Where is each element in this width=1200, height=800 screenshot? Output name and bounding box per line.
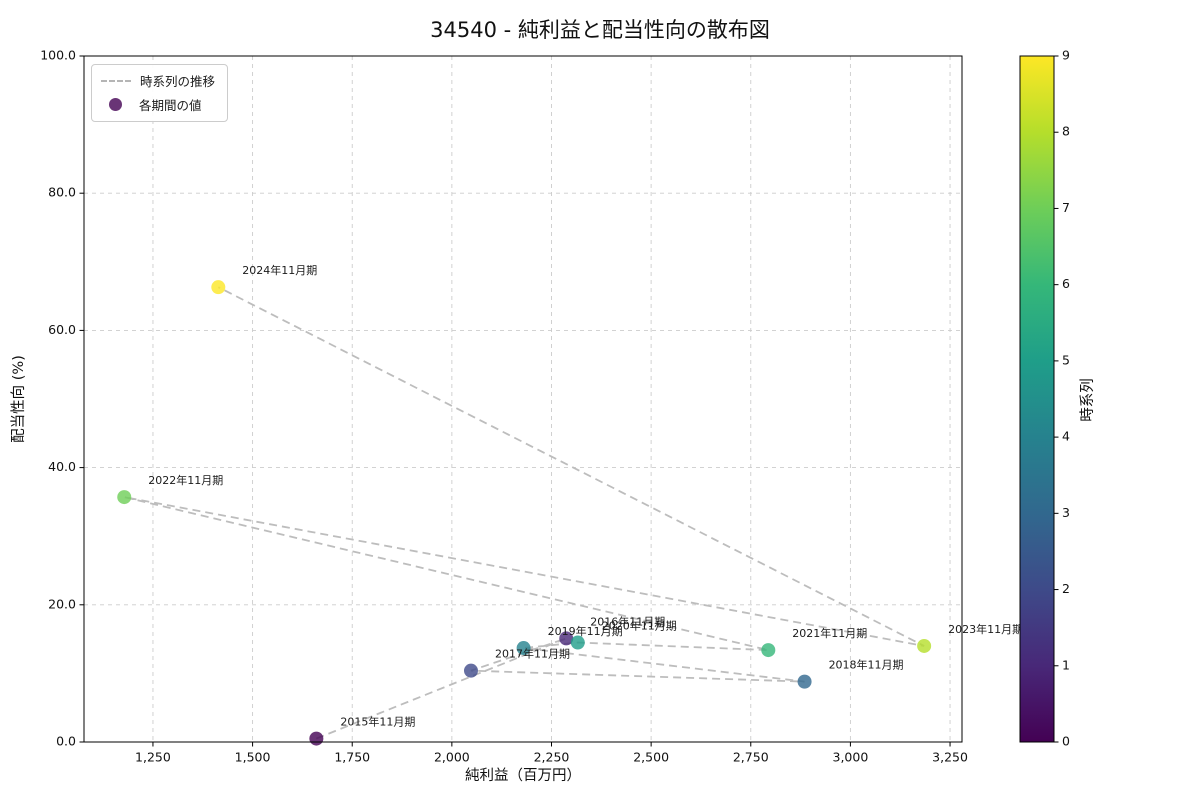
x-tick-label: 2,750 (733, 750, 769, 765)
y-tick-label: 0.0 (56, 734, 76, 749)
scatter-point (463, 663, 478, 678)
scatter-point (516, 641, 531, 656)
scatter-point (797, 674, 812, 689)
colorbar-tick-label: 1 (1062, 657, 1070, 672)
dashed-line-swatch (101, 79, 131, 82)
scatter-point (309, 731, 324, 746)
point-annotation: 2020年11月期 (602, 619, 677, 633)
colorbar-tick-label: 7 (1062, 200, 1070, 215)
x-tick-label: 2,500 (633, 750, 669, 765)
colorbar-tick-label: 0 (1062, 734, 1070, 749)
x-tick-label: 1,500 (235, 750, 271, 765)
y-tick-label: 80.0 (48, 185, 76, 200)
scatter-point (559, 631, 574, 646)
legend-marker-label: 各期間の値 (139, 98, 202, 113)
legend-line-label: 時系列の推移 (140, 74, 216, 89)
trend-line (124, 286, 925, 740)
x-tick-label: 1,250 (135, 750, 171, 765)
point-annotation: 2015年11月期 (340, 715, 415, 729)
scatter-point (211, 280, 226, 295)
colorbar-tick-label: 9 (1062, 48, 1070, 63)
point-annotation: 2021年11月期 (792, 626, 867, 640)
scatter-marker-swatch (109, 98, 122, 111)
point-annotation: 2024年11月期 (242, 263, 317, 277)
colorbar-tick-label: 6 (1062, 276, 1070, 291)
colorbar-tick-label: 5 (1062, 352, 1070, 367)
point-annotation: 2022年11月期 (148, 473, 223, 487)
point-annotation: 2017年11月期 (495, 647, 570, 661)
y-tick-label: 40.0 (48, 459, 76, 474)
colorbar-outline (1019, 55, 1055, 743)
point-annotation: 2023年11月期 (948, 622, 1023, 636)
x-tick-label: 3,000 (833, 750, 869, 765)
x-tick-label: 3,250 (932, 750, 968, 765)
scatter-point (117, 490, 132, 505)
point-annotation: 2019年11月期 (548, 624, 623, 638)
scatter-point (761, 643, 776, 658)
y-tick-label: 100.0 (40, 48, 76, 63)
legend: 時系列の推移 各期間の値 (91, 64, 229, 122)
y-tick-label: 20.0 (48, 596, 76, 611)
legend-item-period-marker: 各期間の値 (101, 95, 215, 114)
scatter-point (917, 638, 932, 653)
x-tick-label: 1,750 (334, 750, 370, 765)
colorbar-tick-label: 3 (1062, 505, 1070, 520)
colorbar-tick-label: 4 (1062, 429, 1070, 444)
scatter-point (570, 635, 585, 650)
colorbar-tick-label: 2 (1062, 581, 1070, 596)
x-tick-label: 2,250 (534, 750, 570, 765)
legend-item-trend-line: 時系列の推移 (101, 71, 215, 90)
y-tick-label: 60.0 (48, 322, 76, 337)
colorbar-gradient (1020, 56, 1054, 742)
point-annotation: 2018年11月期 (829, 658, 904, 672)
colorbar-tick-label: 8 (1062, 124, 1070, 139)
chart-title: 34540 - 純利益と配当性向の散布図 (430, 18, 770, 42)
point-annotation: 2016年11月期 (590, 614, 665, 628)
axes-spines (83, 55, 963, 743)
x-tick-label: 2,000 (434, 750, 470, 765)
x-axis-label: 純利益（百万円） (465, 768, 581, 784)
